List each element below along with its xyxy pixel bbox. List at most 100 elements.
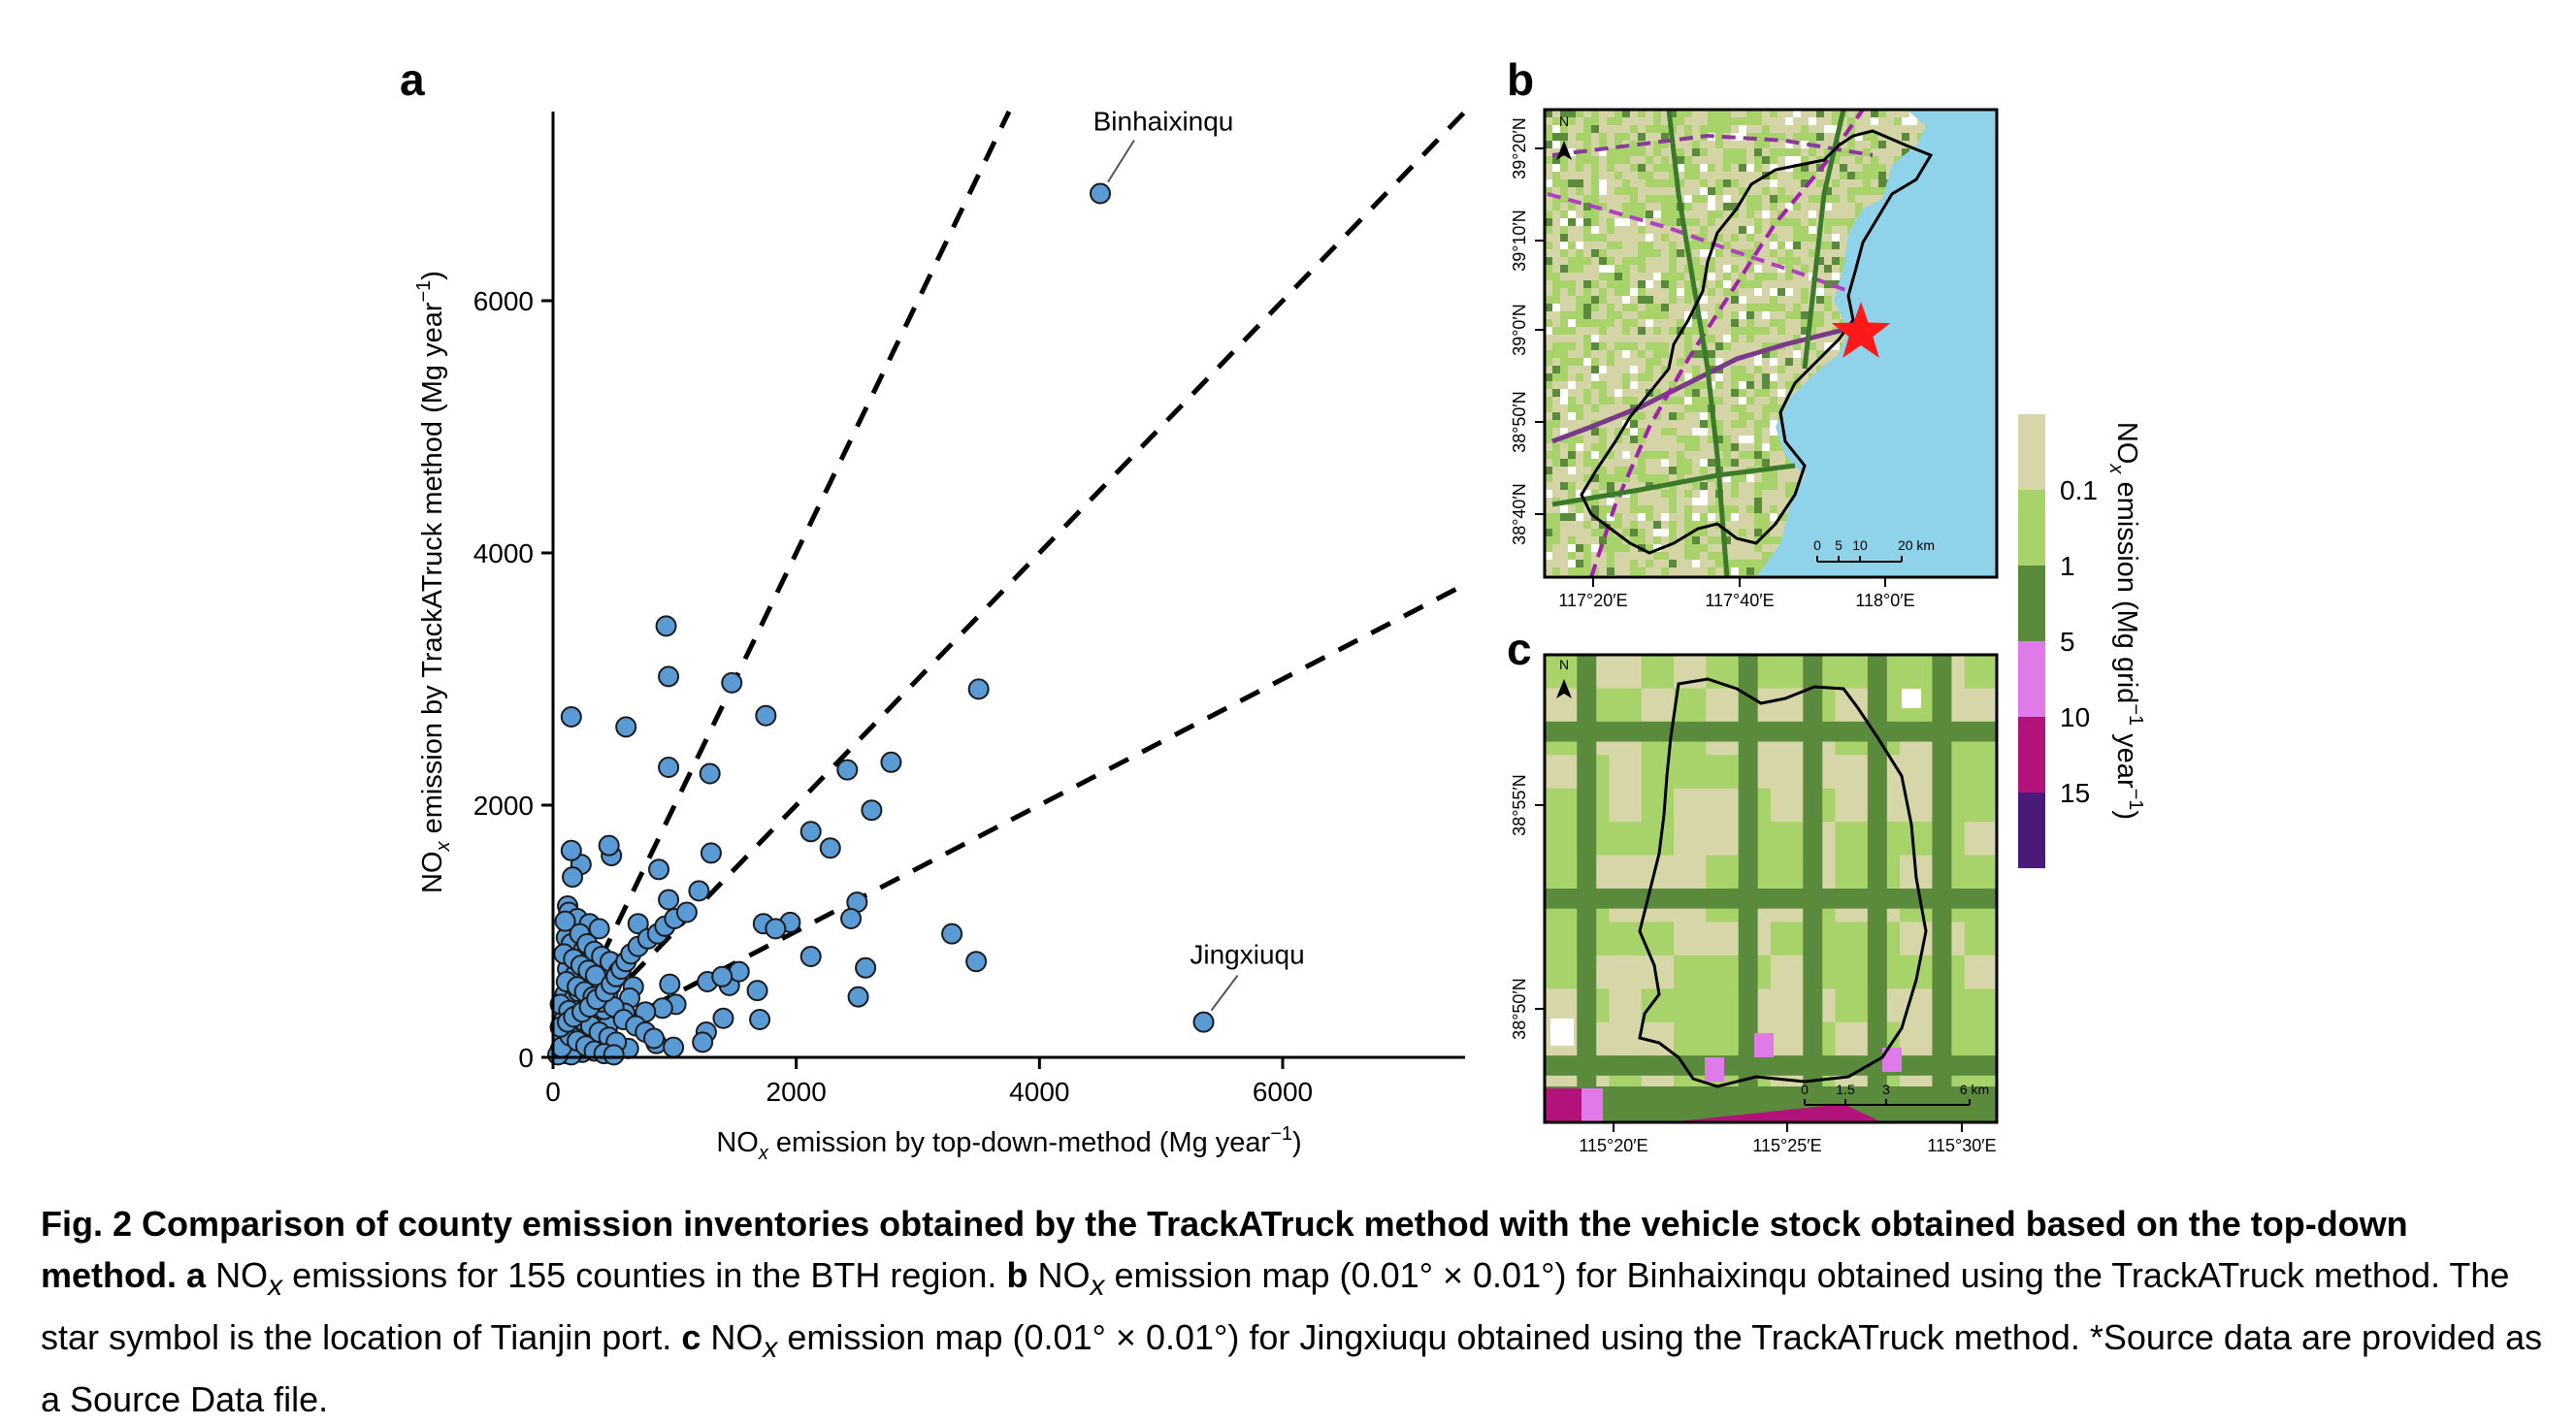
- grid-cell: [1552, 288, 1560, 296]
- grid-cell: [1770, 474, 1777, 482]
- grid-cell: [1674, 922, 1707, 956]
- grid-cell: [1771, 655, 1804, 689]
- grid-cell: [1731, 265, 1739, 273]
- grid-cell: [1731, 490, 1739, 498]
- figure-caption: Fig. 2 Comparison of county emission inv…: [41, 1198, 2544, 1425]
- annotations: Binhaixinqu Jingxiuqu: [1093, 107, 1305, 1012]
- north-arrow-icon: N: [1556, 657, 1572, 698]
- grid-cell: [1661, 179, 1669, 187]
- grid-cell: [1771, 755, 1804, 790]
- svg-text:6 km: 6 km: [1960, 1082, 1989, 1097]
- grid-cell: [1801, 156, 1809, 164]
- grid-cell: [1746, 373, 1754, 381]
- grid-cell: [1771, 855, 1804, 890]
- grid-cell: [1669, 505, 1677, 513]
- grid-cell: [1591, 366, 1599, 373]
- grid-cell: [1900, 822, 1933, 857]
- grid-cell: [1646, 560, 1653, 567]
- grid-cell: [1770, 405, 1777, 412]
- grid-cell: [1614, 436, 1622, 443]
- grid-cell: [1568, 288, 1576, 296]
- grid-cell: [1669, 327, 1677, 335]
- grid-cell: [1545, 358, 1552, 366]
- annotation-leader: [1107, 139, 1135, 183]
- grid-cell: [1746, 505, 1754, 513]
- grid-cell: [1552, 389, 1560, 397]
- grid-cell: [1677, 412, 1684, 420]
- grid-cell: [1576, 567, 1583, 575]
- grid-cell: [1832, 234, 1840, 242]
- grid-cell: [1708, 459, 1715, 467]
- grid-cell: [1630, 195, 1638, 203]
- grid-cell: [1809, 117, 1816, 125]
- grid-cell: [1785, 249, 1793, 257]
- grid-cell: [1545, 405, 1552, 412]
- grid-cell: [1684, 521, 1692, 529]
- grid-cell: [1568, 280, 1576, 288]
- scatter-point: [692, 1031, 714, 1053]
- grid-cell: [1568, 544, 1576, 552]
- x-tick-label: 0: [545, 1077, 561, 1107]
- grid-cell: [1622, 342, 1630, 350]
- grid-cell: [1646, 125, 1653, 133]
- grid-cell: [1622, 529, 1630, 536]
- grid-cell: [1700, 125, 1708, 133]
- grid-cell: [1835, 755, 1869, 790]
- latitude-tick-label: 39°0′N: [1510, 304, 1529, 356]
- grid-cell: [1653, 179, 1661, 187]
- grid-cell: [1785, 148, 1793, 156]
- grid-cell: [1785, 141, 1793, 148]
- grid-cell: [1754, 358, 1762, 366]
- grid-cell: [1646, 358, 1653, 366]
- grid-cell: [1583, 211, 1591, 218]
- scatter-point: [746, 980, 768, 1002]
- grid-cell: [1731, 405, 1739, 412]
- grid-cell: [1545, 755, 1578, 790]
- grid-cell: [1545, 855, 1578, 890]
- grid-cell: [1793, 350, 1801, 358]
- grid-cell: [1723, 179, 1731, 187]
- grid-cell: [1832, 280, 1840, 288]
- grid-cell: [1583, 257, 1591, 265]
- grid-cell: [1754, 195, 1762, 203]
- longitude-tick-label: 115°20′E: [1579, 1136, 1647, 1155]
- grid-cell: [1560, 319, 1568, 327]
- grid-cell: [1777, 242, 1785, 249]
- grid-cell: [1793, 311, 1801, 319]
- grid-cell: [1739, 327, 1746, 335]
- grid-cell: [1607, 474, 1614, 482]
- grid-cell: [1809, 172, 1816, 179]
- scatter-point: [861, 799, 883, 822]
- grid-cell: [1545, 296, 1552, 304]
- grid-cell: [1746, 195, 1754, 203]
- grid-cell: [1762, 342, 1770, 350]
- grid-cell: [1692, 397, 1700, 405]
- grid-cell: [1871, 117, 1878, 125]
- grid-cell: [1545, 211, 1552, 218]
- grid-cell: [1638, 203, 1646, 211]
- grid-cell: [1646, 280, 1653, 288]
- grid-cell: [1599, 467, 1607, 474]
- grid-cell: [1878, 187, 1886, 195]
- grid-cell: [1609, 822, 1643, 857]
- grid-cell: [1723, 148, 1731, 156]
- grid-cell: [1835, 988, 1869, 1023]
- grid-cell: [1638, 296, 1646, 304]
- grid-cell: [1700, 490, 1708, 498]
- grid-cell: [1630, 529, 1638, 536]
- svg-text:1.5: 1.5: [1836, 1082, 1855, 1097]
- grid-cell: [1669, 117, 1677, 125]
- grid-cell: [1700, 405, 1708, 412]
- grid-cell: [1708, 505, 1715, 513]
- grid-cell: [1762, 350, 1770, 358]
- grid-cell: [1754, 226, 1762, 234]
- grid-cell: [1832, 117, 1840, 125]
- grid-cell: [1560, 366, 1568, 373]
- grid-cell: [1661, 234, 1669, 242]
- grid-cell: [1723, 110, 1731, 117]
- grid-cell: [1560, 211, 1568, 218]
- grid-cell: [1684, 552, 1692, 560]
- grid-cell: [1692, 436, 1700, 443]
- grid-cell: [1583, 296, 1591, 304]
